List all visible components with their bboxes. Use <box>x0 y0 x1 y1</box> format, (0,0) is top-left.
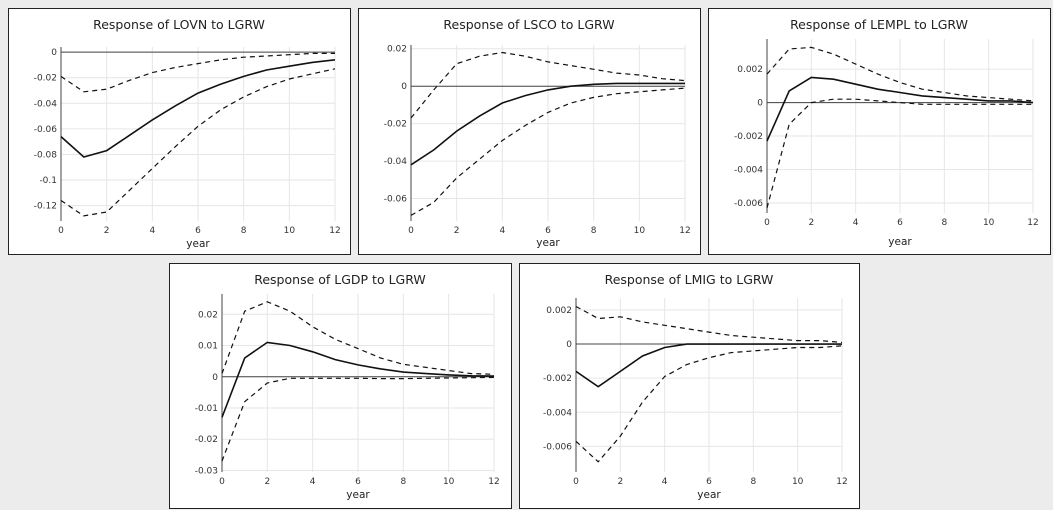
x-tick-label: 0 <box>219 477 225 487</box>
confidence-band-lower <box>221 376 495 462</box>
y-tick-label: 0 <box>566 340 572 350</box>
irf-panel-lsco: Response of LSCO to LGRW 0 2 4 6 8 10 12 0.02 0 -0… <box>358 8 701 255</box>
x-tick-label: 4 <box>662 477 668 487</box>
x-axis-label: year <box>888 236 912 248</box>
y-tick-label: 0.02 <box>387 45 407 55</box>
chart-title: Response of LOVN to LGRW <box>93 17 265 32</box>
x-tick-label: 2 <box>104 226 110 236</box>
x-tick-label: 0 <box>408 226 414 236</box>
y-tick-label: -0.06 <box>384 195 408 205</box>
y-tick-label: 0.01 <box>198 342 218 352</box>
confidence-band-upper <box>575 305 843 343</box>
chart-lempl: Response of LEMPL to LGRW 0 2 4 6 8 10 12 0.002 0… <box>734 17 1039 248</box>
confidence-band-lower <box>410 87 686 216</box>
y-tick-label: -0.006 <box>734 199 763 209</box>
irf-panel-lempl: Response of LEMPL to LGRW 0 2 4 6 8 10 12 0.002 0… <box>708 8 1051 255</box>
x-tick-label: 4 <box>310 477 316 487</box>
x-tick-label: 8 <box>591 226 597 236</box>
y-tick-label: 0.02 <box>198 310 218 320</box>
chart-lgdp: Response of LGDP to LGRW 0 2 4 6 8 10 12 0.02 0.0… <box>195 272 500 501</box>
confidence-band-upper <box>410 51 686 119</box>
y-tick-label: -0.04 <box>384 157 408 167</box>
y-tick-label: -0.004 <box>543 408 572 418</box>
x-tick-label: 8 <box>400 477 406 487</box>
confidence-band-upper <box>60 52 335 93</box>
response-line <box>221 341 495 418</box>
x-tick-label: 10 <box>983 218 995 228</box>
y-tick-label: -0.1 <box>39 176 57 186</box>
y-tick-label: -0.004 <box>734 166 763 176</box>
x-tick-label: 12 <box>329 226 340 236</box>
response-line <box>60 59 336 158</box>
chart-lovn: Response of LOVN to LGRW 0 2 4 6 8 10 12 0 -0.02 -… <box>34 17 341 250</box>
chart-lsco: Response of LSCO to LGRW 0 2 4 6 8 10 12 0.02 0 -0… <box>384 17 691 249</box>
y-tick-label: -0.002 <box>734 132 763 142</box>
x-tick-label: 0 <box>764 218 770 228</box>
x-tick-label: 8 <box>241 226 247 236</box>
x-tick-label: 8 <box>750 477 756 487</box>
y-tick-label: -0.12 <box>34 202 57 212</box>
x-tick-label: 0 <box>58 226 64 236</box>
x-tick-label: 10 <box>792 477 804 487</box>
x-tick-label: 12 <box>836 477 847 487</box>
chart-title: Response of LSCO to LGRW <box>443 17 614 32</box>
x-tick-label: 0 <box>573 477 579 487</box>
response-line <box>575 343 842 388</box>
x-axis-label: year <box>697 489 721 501</box>
irf-panel-lgdp: Response of LGDP to LGRW 0 2 4 6 8 10 12 0.02 0.0… <box>169 263 512 509</box>
x-tick-label: 4 <box>499 226 505 236</box>
x-tick-label: 10 <box>284 226 296 236</box>
confidence-band-lower <box>60 68 336 217</box>
chart-lmig: Response of LMIG to LGRW 0 2 4 6 8 10 12 0.002 0 -… <box>543 272 848 501</box>
x-tick-label: 12 <box>679 226 690 236</box>
confidence-band-lower <box>766 98 1033 209</box>
x-axis-label: year <box>346 489 370 501</box>
irf-panel-lmig: Response of LMIG to LGRW 0 2 4 6 8 10 12 0.002 0 -… <box>519 263 860 509</box>
x-tick-label: 12 <box>1027 218 1038 228</box>
x-tick-label: 2 <box>617 477 623 487</box>
x-tick-label: 6 <box>195 226 201 236</box>
x-tick-label: 10 <box>443 477 455 487</box>
y-tick-label: -0.02 <box>195 435 218 445</box>
x-tick-label: 12 <box>488 477 499 487</box>
chart-title: Response of LMIG to LGRW <box>605 272 774 287</box>
y-tick-label: 0.002 <box>737 65 763 75</box>
chart-title: Response of LGDP to LGRW <box>254 272 426 287</box>
x-tick-label: 4 <box>149 226 155 236</box>
x-tick-label: 6 <box>897 218 903 228</box>
chart-title: Response of LEMPL to LGRW <box>790 17 968 32</box>
x-tick-label: 2 <box>264 477 270 487</box>
confidence-band-upper <box>221 301 495 375</box>
x-axis-label: year <box>186 238 210 250</box>
x-tick-label: 2 <box>808 218 814 228</box>
x-axis-label: year <box>536 237 560 249</box>
y-tick-label: -0.02 <box>384 120 407 130</box>
y-tick-label: -0.08 <box>34 150 58 160</box>
confidence-band-lower <box>575 345 843 463</box>
y-tick-label: 0 <box>757 99 763 109</box>
irf-panel-lovn: Response of LOVN to LGRW 0 2 4 6 8 10 12 0 -0.02 -… <box>8 8 351 255</box>
y-tick-label: -0.01 <box>195 404 218 414</box>
y-tick-label: 0.002 <box>546 306 572 316</box>
response-line <box>410 82 685 166</box>
y-tick-label: -0.06 <box>34 125 58 135</box>
x-tick-label: 10 <box>634 226 646 236</box>
confidence-band-upper <box>766 46 1034 102</box>
response-line <box>766 76 1034 142</box>
y-tick-label: -0.002 <box>543 374 572 384</box>
x-tick-label: 6 <box>545 226 551 236</box>
y-tick-label: -0.006 <box>543 442 572 452</box>
x-tick-label: 8 <box>941 218 947 228</box>
y-tick-label: -0.03 <box>195 466 218 476</box>
y-tick-label: 0 <box>212 373 218 383</box>
x-tick-label: 4 <box>853 218 859 228</box>
y-tick-label: 0 <box>401 82 407 92</box>
x-tick-label: 6 <box>355 477 361 487</box>
y-tick-label: 0 <box>51 48 57 58</box>
y-tick-label: -0.02 <box>34 74 57 84</box>
y-tick-label: -0.04 <box>34 99 58 109</box>
x-tick-label: 2 <box>454 226 460 236</box>
x-tick-label: 6 <box>706 477 712 487</box>
